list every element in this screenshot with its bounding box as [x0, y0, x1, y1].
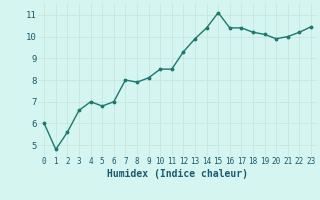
X-axis label: Humidex (Indice chaleur): Humidex (Indice chaleur): [107, 169, 248, 179]
